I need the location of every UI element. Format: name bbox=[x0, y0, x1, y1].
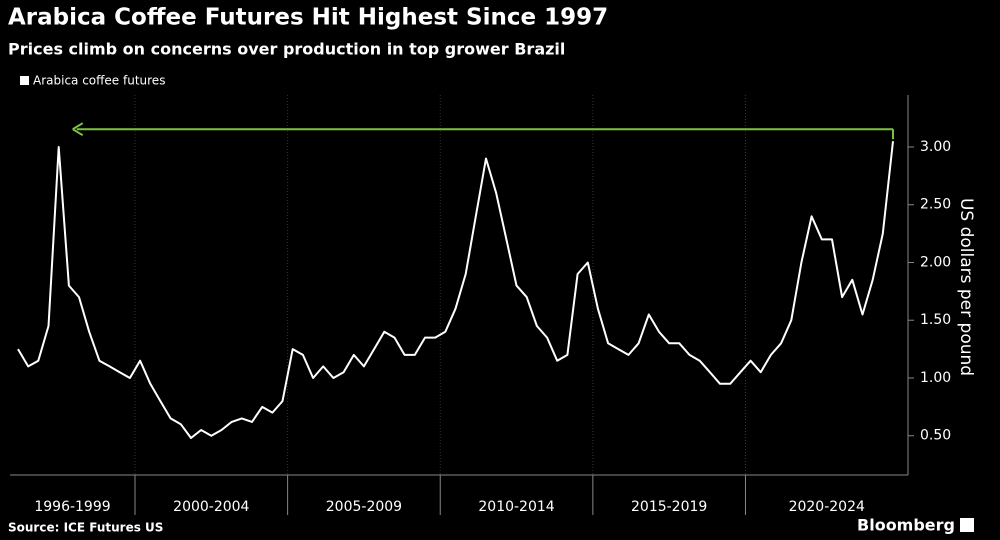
x-tick-label: 2010-2014 bbox=[478, 499, 554, 515]
y-tick-label: 1.50 bbox=[920, 312, 951, 328]
source: Source: ICE Futures US bbox=[8, 521, 163, 535]
y-tick-label: 3.00 bbox=[920, 139, 951, 155]
legend-swatch bbox=[20, 76, 29, 85]
y-tick-label: 0.50 bbox=[920, 428, 951, 444]
x-tick-label: 2005-2009 bbox=[326, 499, 402, 515]
arrow-head bbox=[72, 122, 84, 137]
series-line bbox=[17, 141, 894, 439]
x-tick-label: 2015-2019 bbox=[631, 499, 707, 515]
legend-label: Arabica coffee futures bbox=[33, 74, 165, 88]
y-tick-label: 2.50 bbox=[920, 197, 951, 213]
x-tick-label: 2000-2004 bbox=[173, 499, 249, 515]
y-axis-label: US dollars per pound bbox=[956, 198, 976, 376]
x-tick-label: 2020-2024 bbox=[789, 499, 865, 515]
y-tick-label: 1.00 bbox=[920, 370, 951, 386]
chart-title: Arabica Coffee Futures Hit Highest Since… bbox=[8, 5, 608, 31]
x-tick-label: 1996-1999 bbox=[34, 499, 110, 515]
y-tick-label: 2.00 bbox=[920, 254, 951, 270]
chart-subtitle: Prices climb on concerns over production… bbox=[8, 40, 565, 59]
logo-icon bbox=[960, 518, 974, 532]
logo: Bloomberg bbox=[857, 516, 955, 535]
